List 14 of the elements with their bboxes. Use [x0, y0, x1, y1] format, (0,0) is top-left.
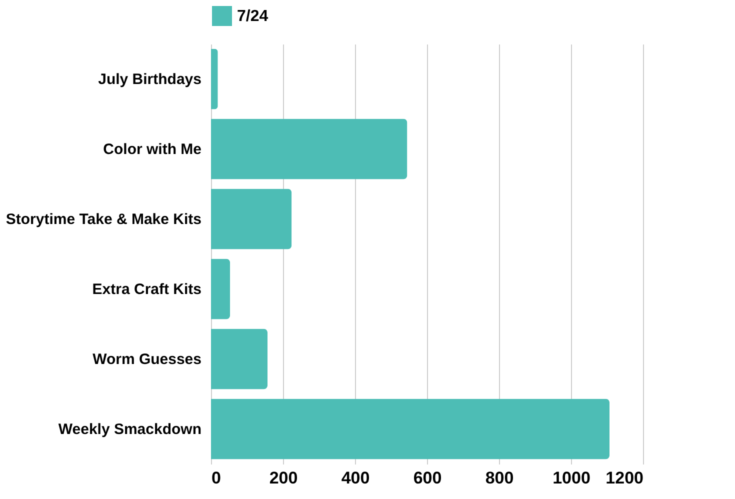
y-tick-label: Color with Me	[103, 141, 202, 158]
x-tick-label: 1000	[552, 468, 590, 488]
y-tick-label: Storytime Take & Make Kits	[6, 211, 202, 228]
x-tick-label: 1200	[606, 468, 644, 488]
legend-label: 7/24	[237, 8, 268, 25]
y-tick-label: July Birthdays	[98, 71, 202, 88]
y-tick-label: Extra Craft Kits	[92, 281, 202, 298]
x-tick-label: 0	[212, 468, 221, 488]
x-tick-label: 800	[485, 468, 514, 488]
x-tick-label: 400	[341, 468, 370, 488]
x-tick-label: 600	[413, 468, 442, 488]
y-tick-label: Worm Guesses	[92, 351, 202, 368]
y-tick-label: Weekly Smackdown	[58, 421, 202, 438]
x-tick-label: 200	[269, 468, 298, 488]
